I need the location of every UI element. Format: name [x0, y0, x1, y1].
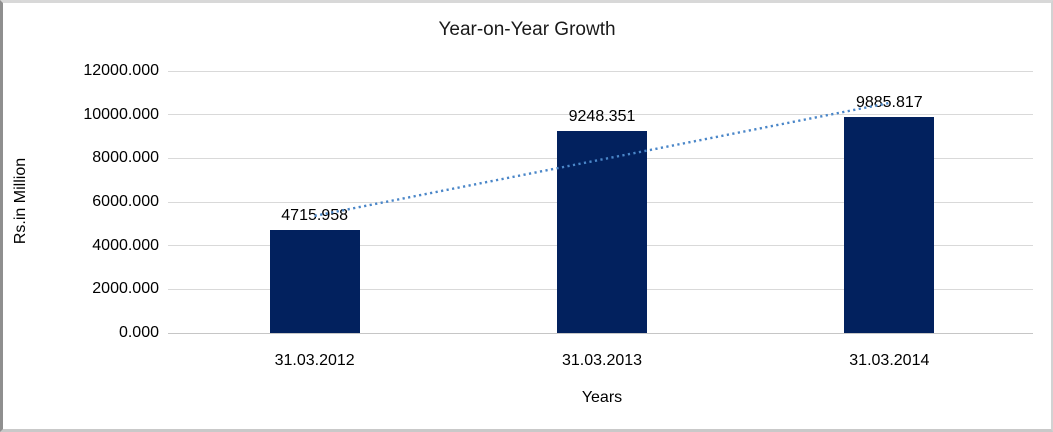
- bar-data-label: 4715.958: [281, 207, 349, 225]
- y-tick-label: 6000.000: [92, 193, 159, 210]
- bar-data-label: 9885.817: [855, 94, 923, 112]
- chart-title: Year-on-Year Growth: [438, 19, 616, 40]
- bar: [557, 131, 647, 333]
- y-tick-label: 8000.000: [92, 149, 159, 167]
- y-tick-label: 10000.000: [83, 105, 159, 123]
- x-tick-label: 31.03.2012: [274, 352, 355, 369]
- y-tick-label: 4000.000: [92, 236, 159, 254]
- bar: [844, 117, 935, 333]
- x-axis-line: [168, 332, 1033, 334]
- y-gridline: [168, 70, 1033, 72]
- y-tick-label: 12000.000: [83, 62, 159, 79]
- bar: [269, 230, 360, 333]
- y-axis-title: Rs.in Million: [12, 157, 29, 245]
- x-tick-label: 31.03.2014: [849, 352, 930, 369]
- bar-data-label: 9248.351: [568, 108, 636, 126]
- x-axis-title: Years: [581, 389, 623, 406]
- y-tick-label: 0.000: [118, 324, 159, 341]
- x-tick-label: 31.03.2013: [561, 352, 643, 369]
- y-tick-label: 2000.000: [92, 280, 159, 298]
